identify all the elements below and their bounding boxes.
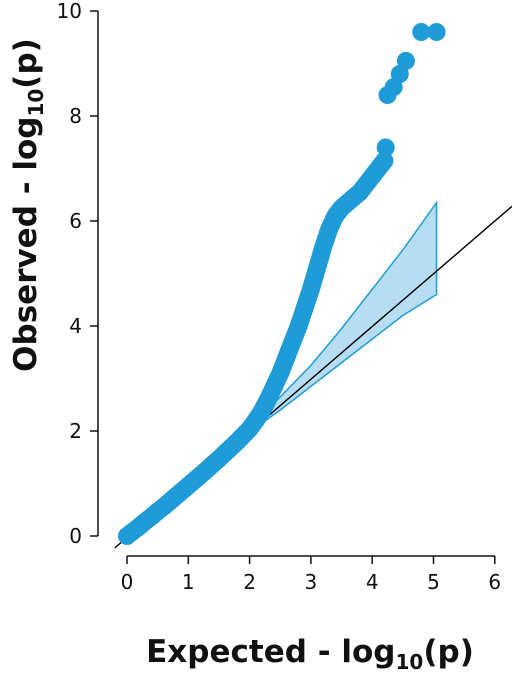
points-layer xyxy=(118,23,446,545)
x-tick-label: 5 xyxy=(427,570,440,594)
x-tick-label: 3 xyxy=(305,570,318,594)
x-axis-title-prefix: Expected - log xyxy=(146,634,395,670)
y-tick-label: 0 xyxy=(69,524,82,548)
y-ticks: 0 2 4 6 8 10 xyxy=(57,0,98,548)
confidence-band-layer xyxy=(248,200,438,434)
x-tick-label: 2 xyxy=(243,570,256,594)
y-tick-label: 10 xyxy=(57,0,82,23)
data-point xyxy=(375,151,394,170)
y-axis-title-suffix: (p) xyxy=(8,38,44,89)
data-point xyxy=(376,138,395,157)
y-tick-label: 2 xyxy=(69,419,82,443)
y-tick-label: 4 xyxy=(69,314,82,338)
y-axis-title: Observed - log10(p) xyxy=(8,38,48,372)
y-tick-label: 6 xyxy=(69,209,82,233)
x-tick-label: 0 xyxy=(121,570,134,594)
x-axis-title: Expected - log10(p) xyxy=(146,634,474,674)
y-axis-title-prefix: Observed - log xyxy=(8,117,44,372)
y-axis-title-subscript: 10 xyxy=(24,89,48,117)
x-tick-label: 4 xyxy=(366,570,379,594)
x-axis-title-suffix: (p) xyxy=(423,634,474,670)
x-tick-label: 1 xyxy=(182,570,195,594)
x-axis-title-subscript: 10 xyxy=(396,650,424,674)
data-point xyxy=(396,51,415,70)
data-point xyxy=(412,23,431,41)
data-point xyxy=(427,23,446,41)
confidence-band xyxy=(248,200,438,434)
x-tick-label: 6 xyxy=(488,570,501,594)
x-ticks: 0 1 2 3 4 5 6 xyxy=(121,556,501,594)
y-tick-label: 8 xyxy=(69,104,82,128)
